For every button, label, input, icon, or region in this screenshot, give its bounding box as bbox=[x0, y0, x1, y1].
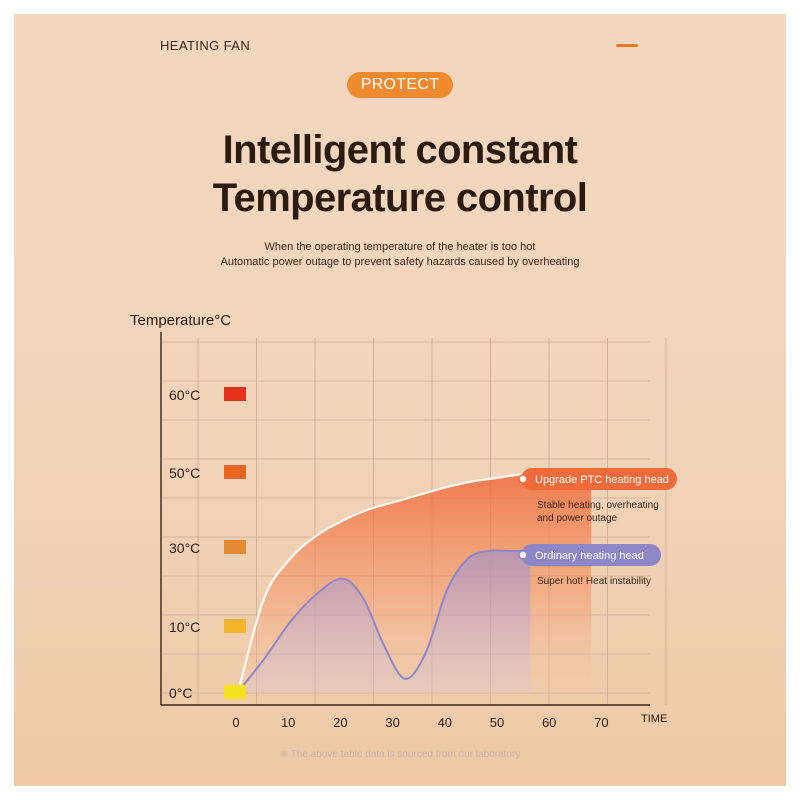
brand-label: HEATING FAN bbox=[160, 38, 251, 53]
subtitle-line-2: Automatic power outage to prevent safety… bbox=[220, 256, 580, 268]
product-poster: HEATING FAN PROTECT Intelligent constant… bbox=[14, 14, 786, 786]
legend-ptc-note: Stable heating, overheating and power out… bbox=[537, 500, 659, 524]
legend-ptc-note-line: and power outage bbox=[537, 513, 618, 524]
x-tick-label: 50 bbox=[490, 715, 504, 730]
legend-ordinary-note-line: Super hot! Heat instability bbox=[537, 576, 651, 587]
x-tick-label: 60 bbox=[542, 715, 556, 730]
menu-dash-icon bbox=[616, 44, 638, 47]
y-level-swatch bbox=[224, 685, 246, 699]
legend-ordinary-marker bbox=[518, 550, 528, 560]
x-tick-label: 10 bbox=[281, 715, 295, 730]
legend-ordinary-label: Ordinary heating head bbox=[535, 550, 644, 562]
y-level-swatch bbox=[224, 465, 246, 479]
y-level-swatch bbox=[224, 619, 246, 633]
subtitle: When the operating temperature of the he… bbox=[14, 240, 786, 270]
x-tick-label: 70 bbox=[594, 715, 608, 730]
chart-axes bbox=[160, 332, 650, 706]
y-tick-label: 0°C bbox=[169, 685, 193, 701]
page-title: Intelligent constant Temperature control bbox=[14, 126, 786, 222]
chart-legend: Upgrade PTC heating head Stable heating, … bbox=[518, 468, 677, 587]
temperature-chart: Temperature°C TIME 0°C 10°C 30°C 50°C 60°C 0 1… bbox=[130, 312, 677, 760]
subtitle-line-1: When the operating temperature of the he… bbox=[264, 241, 536, 253]
y-level-swatch bbox=[224, 387, 246, 401]
title-line-2: Temperature control bbox=[212, 176, 588, 220]
series-line-ordinary bbox=[237, 549, 531, 693]
x-tick-label: 40 bbox=[438, 715, 452, 730]
protect-badge: PROTECT bbox=[347, 72, 453, 98]
x-tick-label: 0 bbox=[232, 715, 239, 730]
legend-ordinary-pill bbox=[521, 544, 661, 566]
footer-note: ※ The above table data is sourced from o… bbox=[280, 749, 521, 760]
y-tick-label: 10°C bbox=[169, 619, 200, 635]
y-axis-title: Temperature°C bbox=[130, 312, 231, 329]
series-line-ptc bbox=[236, 470, 552, 693]
y-tick-label: 50°C bbox=[169, 465, 200, 481]
x-axis-title: TIME bbox=[641, 713, 667, 725]
x-tick-label: 30 bbox=[385, 715, 399, 730]
y-level-swatch bbox=[224, 540, 246, 554]
chart-labels: Temperature°C TIME 0°C 10°C 30°C 50°C 60°C 0 1… bbox=[130, 312, 667, 730]
x-tick-label: 20 bbox=[333, 715, 347, 730]
y-tick-label: 60°C bbox=[169, 387, 200, 403]
legend-ptc-marker bbox=[518, 474, 528, 484]
chart-areas bbox=[236, 470, 592, 693]
legend-ptc-note-line: Stable heating, overheating bbox=[537, 500, 659, 511]
legend-ordinary-note: Super hot! Heat instability bbox=[537, 576, 651, 587]
series-area-ordinary bbox=[238, 550, 531, 692]
legend-ptc-pill bbox=[521, 468, 677, 490]
title-line-1: Intelligent constant bbox=[222, 128, 578, 172]
legend-ptc-label: Upgrade PTC heating head bbox=[535, 474, 669, 486]
y-tick-label: 30°C bbox=[169, 540, 200, 556]
